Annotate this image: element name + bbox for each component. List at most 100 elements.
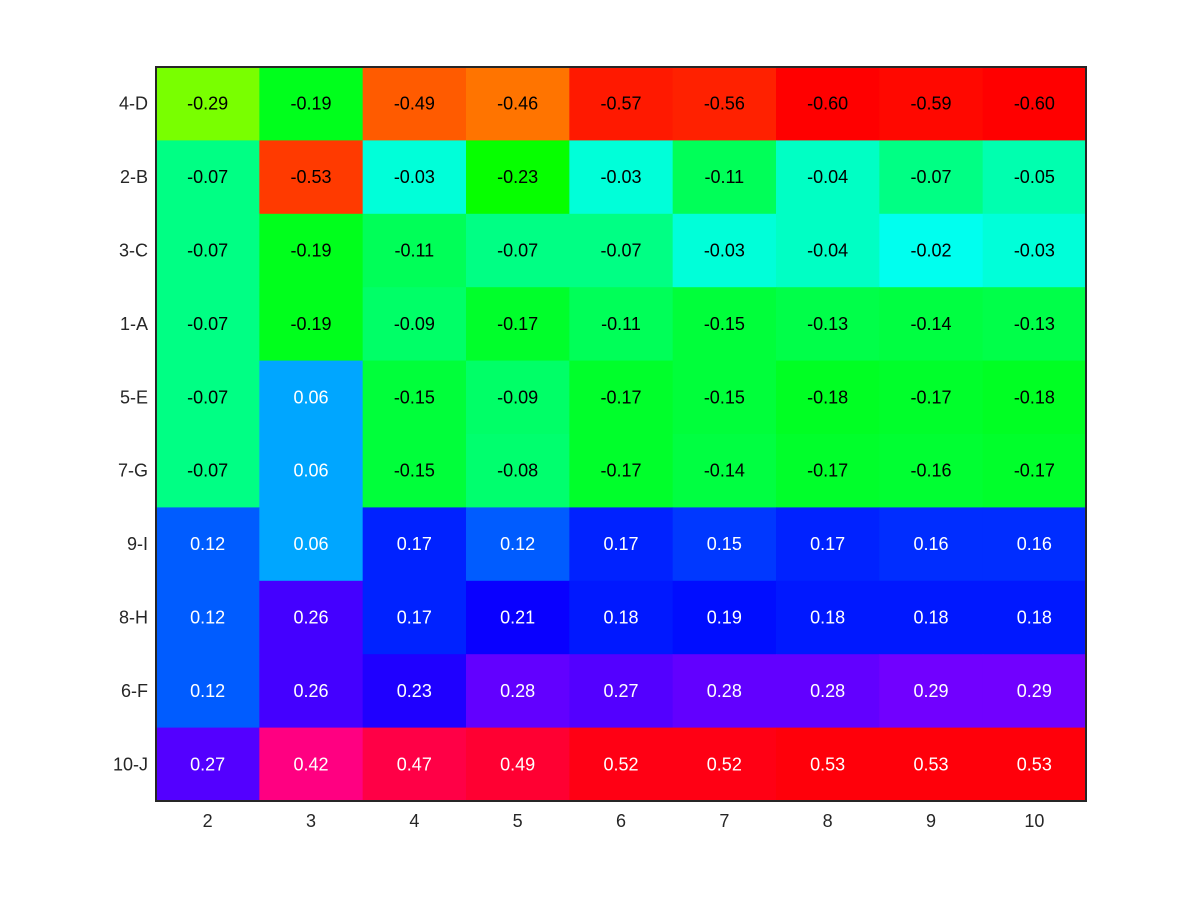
heatmap-cell (259, 580, 364, 655)
cell-value-label: -0.16 (910, 461, 951, 481)
cell-value-label: 0.18 (913, 608, 948, 628)
heatmap-cell (156, 434, 260, 508)
heatmap-cell (569, 580, 674, 655)
cell-value-label: -0.07 (497, 241, 538, 261)
cell-value-label: 0.53 (810, 754, 845, 774)
heatmap-cell (672, 580, 777, 655)
heatmap-cell (879, 213, 984, 288)
heatmap-cell (776, 580, 880, 655)
heatmap-cell (672, 360, 777, 435)
heatmap-cell (362, 360, 467, 435)
heatmap-cell (879, 580, 984, 655)
heatmap-cell (879, 727, 984, 802)
cell-value-label: -0.14 (704, 461, 745, 481)
x-tick-label: 6 (616, 811, 626, 831)
cell-value-label: -0.03 (600, 167, 641, 187)
cell-value-label: 0.52 (603, 754, 638, 774)
cell-value-label: -0.15 (394, 387, 435, 407)
cell-value-label: 0.18 (1017, 608, 1052, 628)
y-tick-label: 4-D (119, 94, 148, 114)
heatmap-cell (879, 360, 984, 435)
cell-value-label: 0.28 (707, 681, 742, 701)
heatmap-cell (569, 140, 674, 215)
cell-value-label: -0.07 (187, 387, 228, 407)
heatmap-cell (259, 654, 364, 729)
cell-value-label: -0.09 (497, 387, 538, 407)
cell-value-label: -0.03 (1014, 241, 1055, 261)
cell-value-label: -0.29 (187, 94, 228, 114)
cell-value-label: 0.18 (810, 608, 845, 628)
heatmap-cell (156, 360, 260, 435)
plot-frame (155, 66, 1087, 802)
heatmap-cell (156, 654, 260, 729)
cell-value-label: -0.04 (807, 241, 848, 261)
heatmap-cell (466, 67, 570, 141)
heatmap-cell (259, 360, 364, 435)
heatmap-cell (466, 287, 570, 362)
heatmap-cell (982, 140, 1087, 215)
cell-value-label: 0.12 (190, 608, 225, 628)
heatmap-cell (569, 213, 674, 288)
heatmap-cells (156, 67, 1087, 802)
cell-value-label: 0.28 (500, 681, 535, 701)
heatmap-cell (569, 727, 674, 802)
cell-value-label: 0.52 (707, 754, 742, 774)
cell-value-label: -0.18 (807, 387, 848, 407)
cell-value-label: 0.28 (810, 681, 845, 701)
heatmap-cell (982, 360, 1087, 435)
heatmap-cell (259, 507, 364, 582)
cell-value-label: -0.07 (187, 461, 228, 481)
cell-value-label: -0.13 (807, 314, 848, 334)
cell-value-label: -0.19 (290, 314, 331, 334)
cell-value-label: -0.19 (290, 94, 331, 114)
heatmap-cell (466, 434, 570, 508)
x-tick-label: 2 (203, 811, 213, 831)
cell-value-label: -0.09 (394, 314, 435, 334)
heatmap-cell (362, 580, 467, 655)
cell-value-label: -0.07 (187, 167, 228, 187)
cell-value-label: -0.11 (601, 314, 641, 334)
cell-value-label: 0.16 (1017, 534, 1052, 554)
y-tick-label: 3-C (119, 241, 148, 261)
heatmap-cell (776, 654, 880, 729)
cell-value-label: -0.57 (600, 94, 641, 114)
cell-value-label: -0.60 (1014, 94, 1055, 114)
heatmap-cell (672, 507, 777, 582)
heatmap-cell (466, 213, 570, 288)
heatmap-cell (776, 213, 880, 288)
cell-value-label: -0.07 (600, 241, 641, 261)
heatmap-cell (982, 434, 1087, 508)
heatmap-cell (982, 67, 1087, 141)
cell-value-label: -0.05 (1014, 167, 1055, 187)
cell-value-label: 0.27 (603, 681, 638, 701)
cell-value-label: 0.17 (397, 534, 432, 554)
cell-value-label: 0.47 (397, 754, 432, 774)
cell-value-label: 0.21 (500, 608, 535, 628)
y-tick-label: 6-F (121, 681, 148, 701)
heatmap-cell (259, 140, 364, 215)
x-tick-label: 9 (926, 811, 936, 831)
heatmap-cell (362, 434, 467, 508)
cell-value-label: -0.59 (910, 94, 951, 114)
y-tick-label: 1-A (120, 314, 148, 334)
heatmap-cell (879, 507, 984, 582)
cell-value-label: -0.17 (600, 461, 641, 481)
heatmap-cell (362, 287, 467, 362)
heatmap-cell (466, 140, 570, 215)
x-tick-label: 3 (306, 811, 316, 831)
heatmap-cell (776, 360, 880, 435)
cell-value-label: 0.17 (603, 534, 638, 554)
heatmap-cell (156, 213, 260, 288)
cell-value-labels: -0.29 -0.19 -0.49 -0.46 -0.57 -0.56 -0.60 -0.59… (187, 94, 1055, 775)
heatmap-cell (156, 727, 260, 802)
x-tick-label: 4 (409, 811, 419, 831)
cell-value-label: -0.49 (394, 94, 435, 114)
x-axis: 2 3 4 5 6 7 8 9 10 (203, 811, 1045, 831)
cell-value-label: -0.17 (910, 387, 951, 407)
cell-value-label: -0.23 (497, 167, 538, 187)
heatmap-cell (259, 287, 364, 362)
cell-value-label: 0.12 (500, 534, 535, 554)
cell-value-label: -0.03 (394, 167, 435, 187)
heatmap-cell (776, 507, 880, 582)
cell-value-label: 0.26 (293, 681, 328, 701)
